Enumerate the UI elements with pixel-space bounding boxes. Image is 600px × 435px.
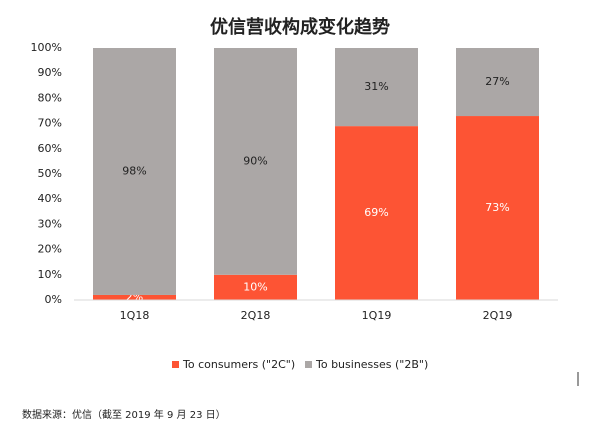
value-label: 27%	[485, 75, 509, 88]
value-label: 69%	[364, 206, 388, 219]
bar-segment	[93, 48, 176, 295]
bar-segment	[335, 48, 418, 127]
value-label: 98%	[122, 164, 146, 177]
y-tick-label: 40%	[38, 192, 62, 205]
bar-segment	[93, 294, 176, 300]
x-tick-label: 2Q19	[483, 309, 513, 322]
y-tick-label: 70%	[38, 117, 62, 130]
y-tick-label: 60%	[38, 142, 62, 155]
legend-swatch	[305, 361, 312, 368]
x-tick-label: 1Q18	[120, 309, 150, 322]
value-label: 10%	[243, 280, 267, 293]
legend-label: To businesses ("2B")	[315, 358, 428, 371]
bar-segment	[214, 48, 297, 275]
y-tick-label: 80%	[38, 91, 62, 104]
bar-segment	[335, 126, 418, 301]
bar-segment	[456, 116, 539, 300]
value-label: 73%	[485, 201, 509, 214]
value-label: 31%	[364, 80, 388, 93]
chart-title: 优信营收构成变化趋势	[210, 16, 390, 38]
legend-label: To consumers ("2C")	[182, 358, 295, 371]
y-tick-label: 90%	[38, 66, 62, 79]
legend-swatch	[172, 361, 179, 368]
bar-segment	[214, 274, 297, 300]
value-label: 90%	[243, 154, 267, 167]
x-tick-label: 2Q18	[241, 309, 271, 322]
y-tick-label: 10%	[38, 268, 62, 281]
y-tick-label: 20%	[38, 243, 62, 256]
y-tick-label: 100%	[31, 41, 62, 54]
y-tick-label: 0%	[45, 293, 62, 306]
x-tick-label: 1Q19	[362, 309, 392, 322]
source-note: 数据来源：优信（截至 2019 年 9 月 23 日）	[22, 408, 226, 421]
bar-segment	[456, 48, 539, 117]
y-tick-label: 30%	[38, 217, 62, 230]
y-tick-label: 50%	[38, 167, 62, 180]
